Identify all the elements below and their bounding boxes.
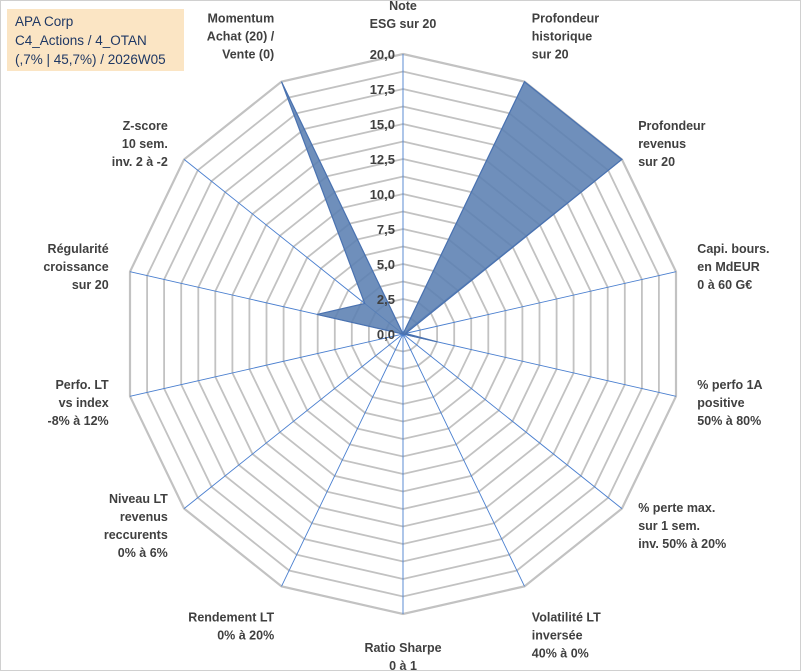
axis-label-line: Profondeur	[532, 11, 599, 25]
axis-label-line: Rendement LT	[188, 611, 274, 625]
axis-label-line: -8% à 12%	[48, 414, 109, 428]
title-line-category: C4_Actions / 4_OTAN	[15, 33, 147, 48]
axis-label-line: Vente (0)	[222, 47, 274, 61]
axis-spoke	[402, 333, 677, 397]
axis-label: Note ESG sur 20	[370, 0, 437, 31]
axis-label-line: sur 20	[638, 155, 675, 169]
title-line-company: APA Corp	[15, 14, 74, 29]
tick-label: 7,5	[377, 222, 395, 237]
axis-label-line: inv. 50% à 20%	[638, 537, 726, 551]
tick-label: 5,0	[377, 257, 395, 272]
tick-label: 0,0	[377, 327, 395, 342]
axis-spoke	[402, 333, 525, 587]
tick-label: 15,0	[370, 117, 395, 132]
axis-label-line: positive	[697, 396, 744, 410]
axis-label-line: 50% à 80%	[697, 414, 761, 428]
axis-label-line: revenus	[638, 137, 686, 151]
axis-label: % perte max. sur 1 sem. inv. 50% à 20%	[638, 501, 726, 551]
axis-label: Momentum Achat (20) / Vente (0)	[207, 11, 275, 61]
axis-label-line: 10 sem.	[122, 137, 168, 151]
axis-label-line: Z-score	[123, 119, 168, 133]
axis-label: % perfo 1A positive 50% à 80%	[697, 378, 762, 428]
axis-label-line: 0% à 6%	[118, 546, 168, 560]
axis-label-line: Capi. bours.	[697, 242, 769, 256]
axis-label-line: sur 20	[72, 278, 109, 292]
axis-label-line: vs index	[59, 396, 109, 410]
axis-label-line: en MdEUR	[697, 260, 760, 274]
axis-label-line: ESG sur 20	[370, 17, 437, 31]
data-area	[280, 80, 623, 343]
axis-label-line: Achat (20) /	[207, 29, 275, 43]
tick-label: 10,0	[370, 187, 395, 202]
tick-label: 17,5	[370, 82, 395, 97]
axis-label-line: inv. 2 à -2	[112, 155, 168, 169]
axis-label-line: Régularité	[48, 242, 109, 256]
axis-label: Niveau LT revenus reccurents 0% à 6%	[104, 492, 168, 560]
axis-label-line: revenus	[120, 510, 168, 524]
axis-label: Perfo. LT vs index -8% à 12%	[48, 378, 110, 428]
axis-label-line: inversée	[532, 629, 583, 643]
axis-label-line: Momentum	[208, 11, 275, 25]
axis-label-line: Ratio Sharpe	[364, 641, 441, 655]
axis-label-line: sur 1 sem.	[638, 519, 700, 533]
axis-spoke	[183, 333, 404, 509]
axis-label: Régularité croissance sur 20	[43, 242, 108, 292]
axis-label: Ratio Sharpe 0 à 1	[364, 641, 441, 671]
tick-label: 12,5	[370, 152, 395, 167]
axis-label-line: 0% à 20%	[217, 629, 274, 643]
axis-label: Profondeur historique sur 20	[532, 11, 599, 61]
axis-label: Profondeur revenus sur 20	[638, 119, 705, 169]
axis-label-line: % perte max.	[638, 501, 715, 515]
axis-label-line: sur 20	[532, 47, 569, 61]
title-line-period: (,7% | 45,7%) / 2026W05	[15, 52, 166, 67]
axis-label-line: croissance	[43, 260, 108, 274]
axis-label: Capi. bours. en MdEUR 0 à 60 G€	[697, 242, 769, 292]
axis-label-line: % perfo 1A	[697, 378, 762, 392]
axis-spoke	[129, 333, 404, 397]
axis-spoke	[402, 333, 623, 509]
axis-label: Rendement LT 0% à 20%	[188, 611, 274, 643]
tick-label: 2,5	[377, 292, 395, 307]
axis-label-line: 40% à 0%	[532, 647, 589, 661]
chart-title-box: APA Corp C4_Actions / 4_OTAN (,7% | 45,7…	[7, 9, 184, 71]
axis-spoke	[402, 271, 677, 335]
axis-label-line: historique	[532, 29, 592, 43]
axis-label: Z-score 10 sem. inv. 2 à -2	[112, 119, 168, 169]
tick-label: 20,0	[370, 47, 395, 62]
axis-label-line: 0 à 60 G€	[697, 278, 752, 292]
axis-label-line: 0 à 1	[389, 659, 417, 671]
axis-label: Volatilité LT inversée 40% à 0%	[532, 611, 601, 661]
axis-label-line: Note	[389, 0, 417, 13]
axis-label-line: reccurents	[104, 528, 168, 542]
axis-label-line: Profondeur	[638, 119, 705, 133]
axis-spoke	[281, 333, 404, 587]
axis-label-line: Perfo. LT	[55, 378, 109, 392]
axis-label-line: Volatilité LT	[532, 611, 601, 625]
axis-label-line: Niveau LT	[109, 492, 168, 506]
